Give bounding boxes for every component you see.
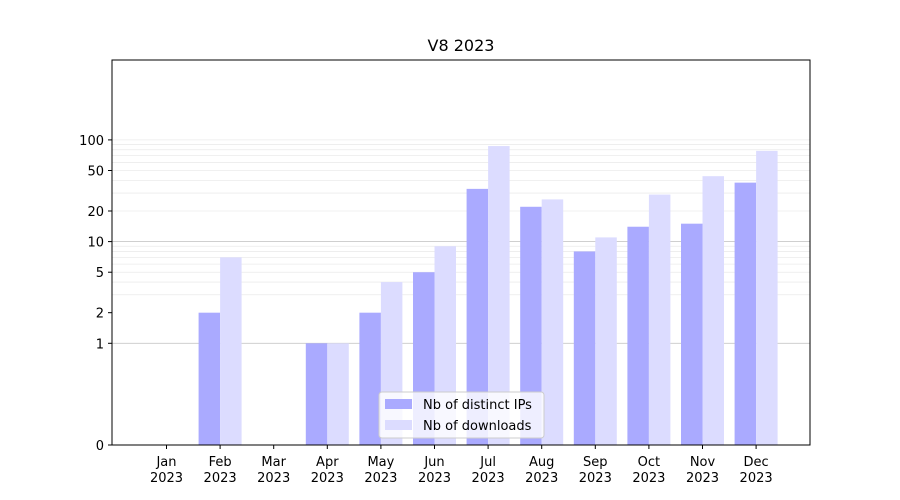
bar-downloads: [327, 343, 349, 445]
legend: Nb of distinct IPs Nb of downloads: [378, 391, 545, 439]
x-tick-label-year: 2023: [579, 471, 612, 486]
x-tick-label-year: 2023: [472, 471, 505, 486]
bar-distinct-ips: [305, 343, 328, 445]
y-tick-label: 10: [87, 236, 104, 251]
y-tick-label: 5: [96, 266, 104, 281]
bar-distinct-ips: [734, 182, 757, 446]
legend-swatch: [385, 420, 412, 430]
x-tick-label-month: Jul: [479, 455, 496, 470]
x-tick-label-month: Apr: [316, 455, 339, 470]
bar-distinct-ips: [627, 226, 649, 445]
x-tick-label-year: 2023: [525, 471, 558, 486]
y-tick-label: 0: [96, 439, 104, 454]
x-tick-label-month: Aug: [529, 455, 554, 470]
x-tick-label-year: 2023: [311, 471, 344, 486]
y-tick-label: 1: [96, 337, 104, 352]
chart-title: V8 2023: [428, 36, 495, 55]
bar-downloads: [220, 257, 242, 445]
bar-distinct-ips: [198, 312, 221, 445]
y-tick-label: 2: [96, 307, 104, 322]
x-tick-label-year: 2023: [204, 471, 237, 486]
x-tick-label-month: May: [367, 455, 394, 470]
x-tick-label-year: 2023: [740, 471, 773, 486]
x-tick-label-year: 2023: [364, 471, 397, 486]
bar-distinct-ips: [681, 223, 703, 445]
x-tick-label-month: Oct: [638, 455, 660, 470]
legend-label: Nb of distinct IPs: [423, 398, 532, 413]
x-tick-label-year: 2023: [150, 471, 183, 486]
grid-lines: [112, 139, 810, 344]
x-tick-label-year: 2023: [632, 471, 665, 486]
bar-distinct-ips: [573, 251, 596, 445]
bar-downloads: [488, 146, 510, 445]
bar-downloads: [595, 237, 617, 445]
bar-downloads: [702, 176, 724, 445]
y-tick-label: 20: [87, 205, 104, 220]
bar-downloads: [541, 199, 564, 445]
bars: [198, 146, 778, 446]
x-tick-label-month: Jun: [423, 455, 444, 470]
x-tick-label-month: Mar: [261, 455, 286, 470]
x-tick-label-year: 2023: [418, 471, 451, 486]
bar-distinct-ips: [466, 188, 489, 445]
legend-box: [378, 391, 545, 439]
y-tick-label: 100: [79, 134, 104, 149]
bar-downloads: [648, 194, 671, 445]
x-tick-label-month: Nov: [690, 455, 716, 470]
x-tick-label-month: Sep: [583, 455, 608, 470]
bar-distinct-ips: [520, 206, 542, 445]
legend-swatch: [385, 399, 412, 409]
x-tick-label-year: 2023: [257, 471, 290, 486]
x-axis: Jan2023Feb2023Mar2023Apr2023May2023Jun20…: [150, 445, 773, 486]
x-tick-label-month: Dec: [744, 455, 769, 470]
bar-downloads: [756, 150, 778, 446]
bar-distinct-ips: [359, 312, 381, 445]
legend-label: Nb of downloads: [423, 419, 532, 434]
x-tick-label-year: 2023: [686, 471, 719, 486]
x-tick-label-month: Jan: [155, 455, 176, 470]
y-axis: 0 1 2 5 10 20 50 100: [79, 134, 112, 454]
x-tick-label-month: Feb: [209, 455, 232, 470]
y-tick-label: 50: [87, 165, 104, 180]
plot-frame: [111, 59, 811, 446]
